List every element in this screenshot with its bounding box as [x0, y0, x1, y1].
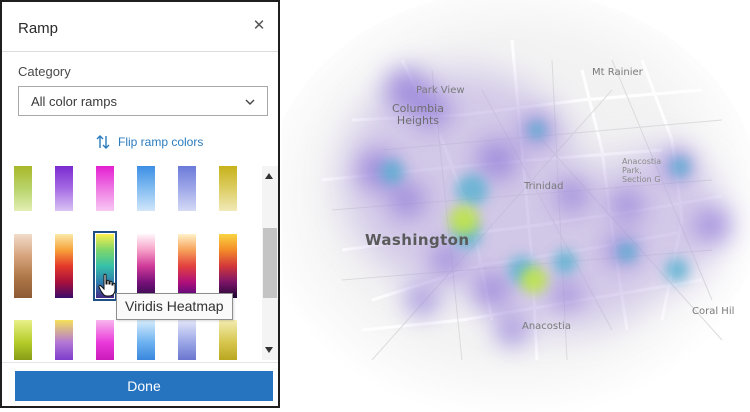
ramp-mustard[interactable] — [219, 166, 237, 211]
ramp-azure[interactable] — [137, 320, 155, 360]
ramp-lime-olive[interactable] — [14, 320, 32, 360]
map-label-anacostia: Anacostia — [522, 321, 571, 332]
map-label-columbia-heights: Columbia Heights — [392, 102, 444, 127]
ramp-magenta[interactable] — [96, 166, 114, 211]
ramp-olive-green[interactable] — [14, 166, 32, 211]
ramp-grid — [11, 166, 262, 360]
heatmap-map[interactable]: Park View Columbia Heights Mt Rainier Tr… — [282, 0, 750, 412]
map-label-washington: Washington — [365, 231, 470, 249]
scroll-up-arrow-icon[interactable] — [265, 173, 273, 179]
category-select-value: All color ramps — [31, 94, 117, 109]
ramp-violet-gold[interactable] — [55, 320, 73, 360]
map-label-park-view: Park View — [416, 85, 465, 96]
chevron-down-icon — [245, 99, 255, 105]
flip-arrows-icon — [96, 135, 110, 149]
map-label-coral-hills: Coral Hil — [692, 306, 735, 317]
ramp-fuchsia[interactable] — [96, 320, 114, 360]
flip-ramp-label: Flip ramp colors — [118, 135, 204, 149]
ramp-tooltip: Viridis Heatmap — [116, 293, 233, 320]
scroll-down-arrow-icon[interactable] — [265, 347, 273, 353]
footer-divider — [2, 362, 278, 363]
map-label-mt-rainier: Mt Rainier — [592, 67, 643, 78]
flip-ramp-button[interactable]: Flip ramp colors — [96, 132, 203, 152]
ramp-tan-brown[interactable] — [14, 234, 32, 298]
hand-cursor-icon — [98, 273, 116, 297]
map-canvas — [282, 0, 750, 412]
map-label-anacostia-park: Anacostia Park, Section G — [622, 157, 662, 184]
ramp-magma[interactable] — [178, 234, 196, 298]
scrollbar[interactable] — [262, 166, 278, 360]
panel-title: Ramp — [18, 20, 59, 37]
ramp-lavender-blue[interactable] — [178, 320, 196, 360]
ramp-red-purple[interactable] — [55, 234, 73, 298]
ramp-pink-purple[interactable] — [137, 234, 155, 298]
heatmap-blobs — [357, 68, 730, 346]
map-label-trinidad: Trinidad — [524, 181, 564, 192]
panel-header: Ramp ✕ — [2, 2, 278, 52]
ramp-panel: Ramp ✕ Category All color ramps Flip ram… — [0, 0, 280, 408]
category-select[interactable]: All color ramps — [18, 86, 268, 116]
category-label: Category — [18, 64, 71, 79]
scrollbar-thumb[interactable] — [263, 228, 277, 298]
ramp-periwinkle[interactable] — [178, 166, 196, 211]
done-button[interactable]: Done — [15, 371, 273, 401]
ramp-purple-violet[interactable] — [55, 166, 73, 211]
ramp-gold[interactable] — [219, 320, 237, 360]
ramp-inferno[interactable] — [219, 234, 237, 298]
ramp-blue-sky[interactable] — [137, 166, 155, 211]
close-icon[interactable]: ✕ — [252, 17, 266, 34]
